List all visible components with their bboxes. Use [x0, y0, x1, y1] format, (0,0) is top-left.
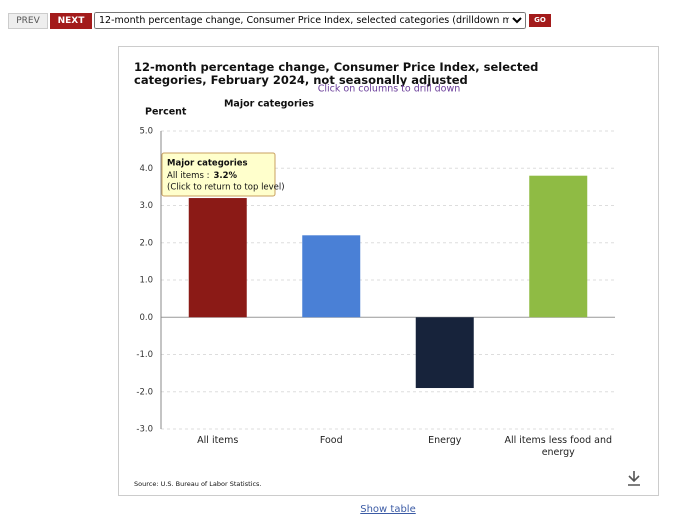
chart-box: 12-month percentage change, Consumer Pri…	[118, 46, 659, 496]
y-tick-label: -2.0	[136, 387, 153, 397]
y-tick-label: 4.0	[139, 164, 153, 174]
prev-button[interactable]: PREV	[8, 13, 48, 29]
y-tick-label: 2.0	[139, 238, 153, 248]
show-table-link[interactable]: Show table	[360, 504, 416, 515]
tooltip-note: (Click to return to top level)	[167, 183, 285, 193]
y-tick-label: -1.0	[136, 350, 153, 360]
tooltip-title: Major categories	[167, 159, 248, 169]
tooltip-label: All items :	[167, 171, 209, 181]
x-tick-label-text: Food	[319, 435, 343, 446]
x-tick-label: Energy	[428, 435, 462, 446]
next-button[interactable]: NEXT	[50, 13, 92, 29]
chart-title: 12-month percentage change, Consumer Pri…	[134, 60, 539, 87]
y-tick-label: -3.0	[136, 425, 153, 435]
source: Source: U.S. Bureau of Labor Statistics.	[134, 480, 262, 488]
x-tick-label-text: Energy	[428, 435, 462, 446]
chart: Click on columns to drill down Major cat…	[134, 84, 640, 488]
x-tick-label-text: All items	[197, 435, 239, 446]
bar[interactable]	[188, 198, 247, 318]
bar[interactable]	[415, 317, 474, 389]
y-tick-label: 5.0	[139, 127, 153, 137]
y-tick-label: 1.0	[139, 276, 153, 286]
y-tick-label: 0.0	[139, 313, 153, 323]
y-axis-label: Percent	[145, 107, 187, 118]
hint: Click on columns to drill down	[318, 84, 461, 95]
x-tick-label: All items	[197, 435, 239, 446]
bar[interactable]	[529, 175, 588, 318]
bar[interactable]	[302, 235, 361, 318]
y-tick-label: 3.0	[139, 201, 153, 211]
go-button[interactable]: GO	[529, 14, 551, 27]
tooltip-box	[161, 152, 276, 197]
download-icon[interactable]	[628, 471, 640, 486]
subtitle: Major categories	[224, 99, 314, 110]
tooltip-line: All items : 3.2%	[167, 171, 238, 181]
tooltip: Major categories All items : 3.2% (Click to…	[161, 152, 285, 197]
x-tick-label: All items less food and energy	[504, 435, 613, 458]
tooltip-value: 3.2%	[213, 171, 237, 181]
x-tick-label-text: All items less food and energy	[504, 435, 613, 458]
chart-select[interactable]: 12-month percentage change, Consumer Pri…	[94, 12, 526, 29]
x-tick-label: Food	[319, 435, 343, 446]
